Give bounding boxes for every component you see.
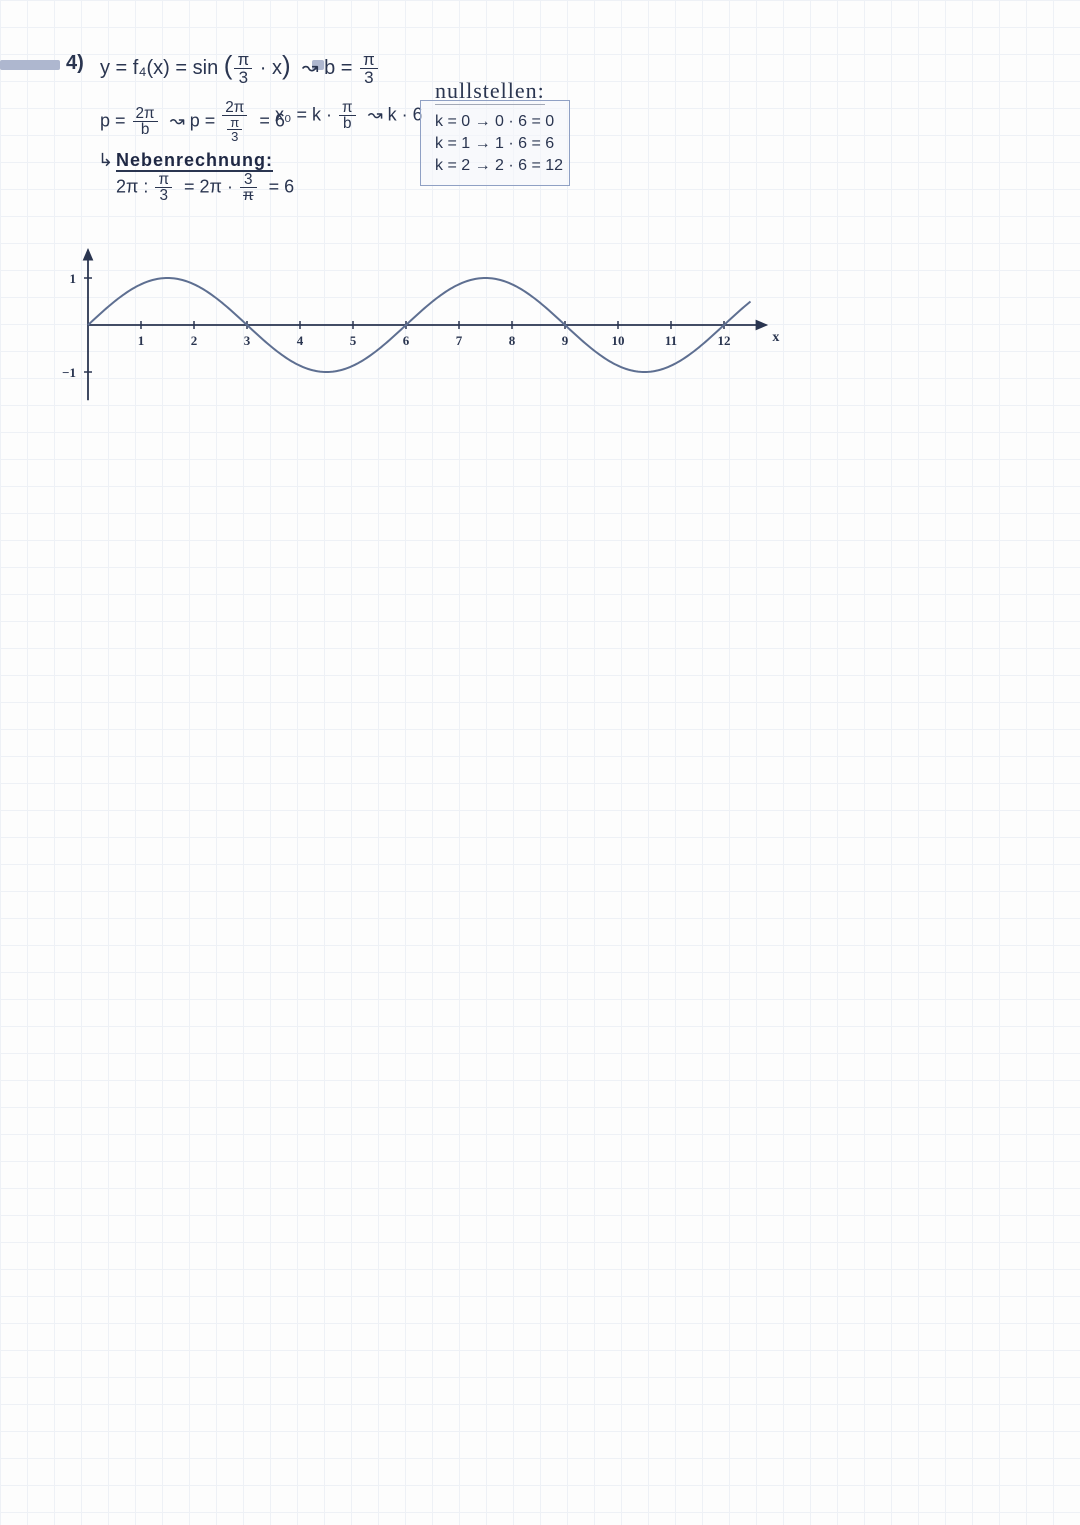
frac-d: b xyxy=(339,116,356,131)
null-row-2: k = 2 → 2 · 6 = 12 xyxy=(435,157,555,175)
header-band-left xyxy=(0,60,60,70)
p-text-2: ↝ p = xyxy=(170,110,216,130)
nr-text-2: = 2π · xyxy=(184,177,233,197)
frac-n: π xyxy=(234,51,252,69)
nested-frac: π3 xyxy=(222,116,247,143)
frac-n: π xyxy=(155,172,172,188)
frac-n: 3 xyxy=(240,172,257,188)
svg-text:−1: −1 xyxy=(62,365,76,380)
frac-d: 3 xyxy=(360,69,378,86)
x0-text-1: x₀ = k · xyxy=(275,105,332,125)
frac-d: 3 xyxy=(155,188,172,203)
nr-text-1: 2π : xyxy=(116,177,148,197)
frac-d: π xyxy=(240,188,257,203)
nebenrechnung-equation: 2π : π3 = 2π · 3π = 6 xyxy=(116,172,294,204)
svg-text:6: 6 xyxy=(403,333,410,348)
null-row-1: k = 1 → 1 · 6 = 6 xyxy=(435,135,555,153)
svg-text:1: 1 xyxy=(70,271,77,286)
nebenrechnung-label: Nebenrechnung: xyxy=(116,150,273,171)
svg-text:4: 4 xyxy=(297,333,304,348)
x0-equation: x₀ = k · πb ↝ k · 6 xyxy=(275,100,423,132)
p-text-1: p = xyxy=(100,110,126,130)
main-equation: y = f₄(x) = sin (π3 · x) ↝ b = π3 xyxy=(100,50,380,86)
svg-text:11: 11 xyxy=(665,333,677,348)
frac-n: π xyxy=(360,51,378,69)
frac-n: π xyxy=(227,116,242,130)
nullstellen-box: k = 0 → 0 · 6 = 0 k = 1 → 1 · 6 = 6 k = … xyxy=(420,100,570,186)
frac-n: 2π xyxy=(133,106,158,122)
arrow-indicator: ↳ xyxy=(98,150,113,171)
frac-d: b xyxy=(133,122,158,137)
svg-text:3: 3 xyxy=(244,333,251,348)
svg-text:7: 7 xyxy=(456,333,463,348)
eq-text-3: ↝ b = xyxy=(302,57,353,79)
x0-text-2: ↝ k · 6 xyxy=(368,105,423,125)
svg-text:12: 12 xyxy=(718,333,731,348)
question-number: 4) xyxy=(66,52,84,75)
sine-chart: 123456789101112−11x xyxy=(60,225,780,425)
null-row-0: k = 0 → 0 · 6 = 0 xyxy=(435,113,555,131)
frac-n: 2π xyxy=(222,100,247,116)
frac-n: π xyxy=(339,100,356,116)
svg-text:8: 8 xyxy=(509,333,516,348)
svg-text:9: 9 xyxy=(562,333,569,348)
eq-text-1: y = f₄(x) = sin xyxy=(100,57,218,79)
nr-text-3: = 6 xyxy=(269,177,295,197)
frac-d: 3 xyxy=(227,130,242,143)
svg-text:x: x xyxy=(772,330,779,345)
nebenrechnung-text: Nebenrechnung: xyxy=(116,150,273,172)
eq-text-2: · x xyxy=(260,57,282,79)
svg-text:2: 2 xyxy=(191,333,198,348)
frac-d: 3 xyxy=(234,69,252,86)
svg-text:5: 5 xyxy=(350,333,357,348)
svg-text:10: 10 xyxy=(612,333,625,348)
svg-text:1: 1 xyxy=(138,333,145,348)
period-equation: p = 2πb ↝ p = 2π π3 = 6 xyxy=(100,100,285,143)
